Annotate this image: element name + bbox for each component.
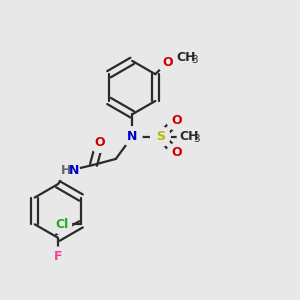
Text: 3: 3 (192, 55, 198, 65)
Circle shape (48, 247, 68, 267)
Circle shape (167, 143, 187, 163)
Text: O: O (171, 146, 182, 160)
Circle shape (90, 133, 109, 152)
Text: H: H (61, 164, 71, 177)
Text: N: N (127, 130, 137, 143)
Text: F: F (54, 250, 62, 263)
Circle shape (122, 127, 142, 146)
Text: N: N (68, 164, 79, 177)
Text: O: O (162, 56, 172, 69)
Circle shape (57, 160, 80, 182)
Circle shape (167, 110, 187, 130)
Text: Cl: Cl (55, 218, 68, 231)
Circle shape (175, 46, 198, 69)
Circle shape (158, 52, 177, 72)
Text: O: O (171, 114, 182, 127)
Text: O: O (94, 136, 105, 149)
Circle shape (52, 214, 71, 234)
Text: CH: CH (177, 51, 196, 64)
Circle shape (177, 125, 200, 148)
Text: 3: 3 (194, 134, 200, 144)
Text: CH: CH (179, 130, 198, 143)
Circle shape (151, 127, 170, 146)
Text: S: S (156, 130, 165, 143)
